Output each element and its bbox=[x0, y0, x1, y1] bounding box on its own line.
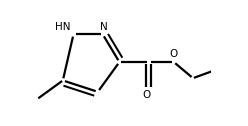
Text: O: O bbox=[170, 49, 178, 59]
Text: HN: HN bbox=[55, 22, 71, 32]
Text: O: O bbox=[143, 90, 151, 100]
Text: N: N bbox=[100, 22, 108, 32]
